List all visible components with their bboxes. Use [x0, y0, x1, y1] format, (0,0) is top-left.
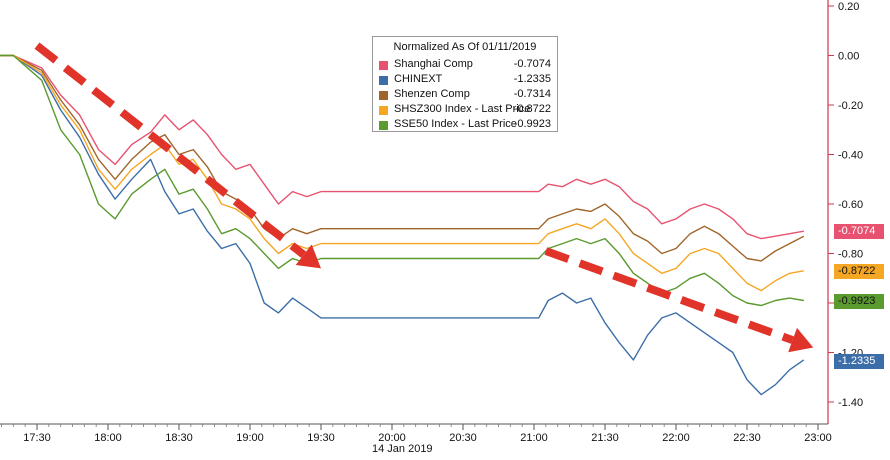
legend-swatch	[379, 76, 388, 85]
y-tick-label: 0.00	[838, 51, 859, 63]
trend-arrow-shaft	[544, 247, 794, 344]
trend-arrow-head	[295, 244, 321, 269]
legend-swatch	[379, 106, 388, 115]
legend-swatch	[379, 91, 388, 100]
legend-label: Shenzen Comp	[394, 88, 470, 100]
legend-item-shenzen: Shenzen Comp -0.7314	[379, 88, 553, 103]
annotation-arrows	[34, 42, 814, 353]
date-label: 14 Jan 2019	[372, 443, 433, 455]
legend-swatch	[379, 61, 388, 70]
series-line-shenzen-comp	[0, 54, 805, 262]
legend-value: -1.2335	[513, 73, 551, 85]
legend-value: -0.9923	[513, 118, 551, 130]
x-axis: 17:30 18:00 18:30 19:00 19:30 20:00 20:30 21:00…	[0, 423, 832, 444]
series-layer	[0, 54, 805, 396]
legend-item-chinext: CHINEXT -1.2335	[379, 73, 553, 88]
x-tick-label: 18:00	[94, 432, 122, 444]
x-tick-label: 22:30	[733, 432, 761, 444]
x-tick-label: 21:30	[591, 432, 619, 444]
trend-arrow-head	[788, 327, 814, 353]
legend: Normalized As Of 01/11/2019 Shanghai Com…	[372, 36, 558, 132]
y-tick-label: 0.20	[838, 1, 859, 13]
series-line-shsz300-index-last-price	[0, 54, 804, 292]
end-value-tag: -0.8722	[834, 264, 884, 280]
series-line-sse50-index-last-price	[0, 54, 804, 307]
x-tick-label: 20:00	[378, 432, 406, 444]
legend-label: Shanghai Comp	[394, 58, 473, 70]
legend-value: -0.8722	[513, 103, 551, 115]
legend-swatch	[379, 121, 388, 130]
x-tick-label: 23:00	[804, 432, 832, 444]
legend-title: Normalized As Of 01/11/2019	[393, 41, 537, 53]
end-value-tag: -0.9923	[834, 294, 884, 310]
legend-item-shanghai: Shanghai Comp -0.7074	[379, 58, 553, 73]
series-line-shanghai-comp	[0, 54, 804, 240]
end-value-tag: -1.2335	[834, 353, 884, 369]
legend-label: CHINEXT	[394, 73, 443, 85]
x-tick-label: 19:30	[307, 432, 335, 444]
y-tick-label: -0.60	[838, 199, 863, 211]
y-tick-label: -0.80	[838, 249, 863, 261]
legend-item-sse50: SSE50 Index - Last Price -0.9923	[379, 118, 553, 133]
x-tick-label: 21:00	[520, 432, 548, 444]
x-tick-label: 22:00	[662, 432, 690, 444]
x-tick-label: 17:30	[23, 432, 51, 444]
series-line-chinext	[0, 54, 805, 396]
legend-value: -0.7314	[513, 88, 551, 100]
x-tick-label: 20:30	[449, 432, 477, 444]
x-tick-label: 19:00	[236, 432, 264, 444]
legend-label: SHSZ300 Index - Last Price	[394, 103, 531, 115]
end-value-tag: -0.7074	[834, 223, 884, 239]
y-tick-label: -1.40	[838, 397, 863, 409]
legend-value: -0.7074	[513, 58, 551, 70]
legend-item-shsz300: SHSZ300 Index - Last Price -0.8722	[379, 103, 553, 118]
trend-arrow-shaft	[34, 42, 307, 258]
y-tick-label: -0.20	[838, 100, 863, 112]
legend-label: SSE50 Index - Last Price	[394, 118, 517, 130]
x-tick-label: 18:30	[165, 432, 193, 444]
y-tick-label: -0.40	[838, 150, 863, 162]
